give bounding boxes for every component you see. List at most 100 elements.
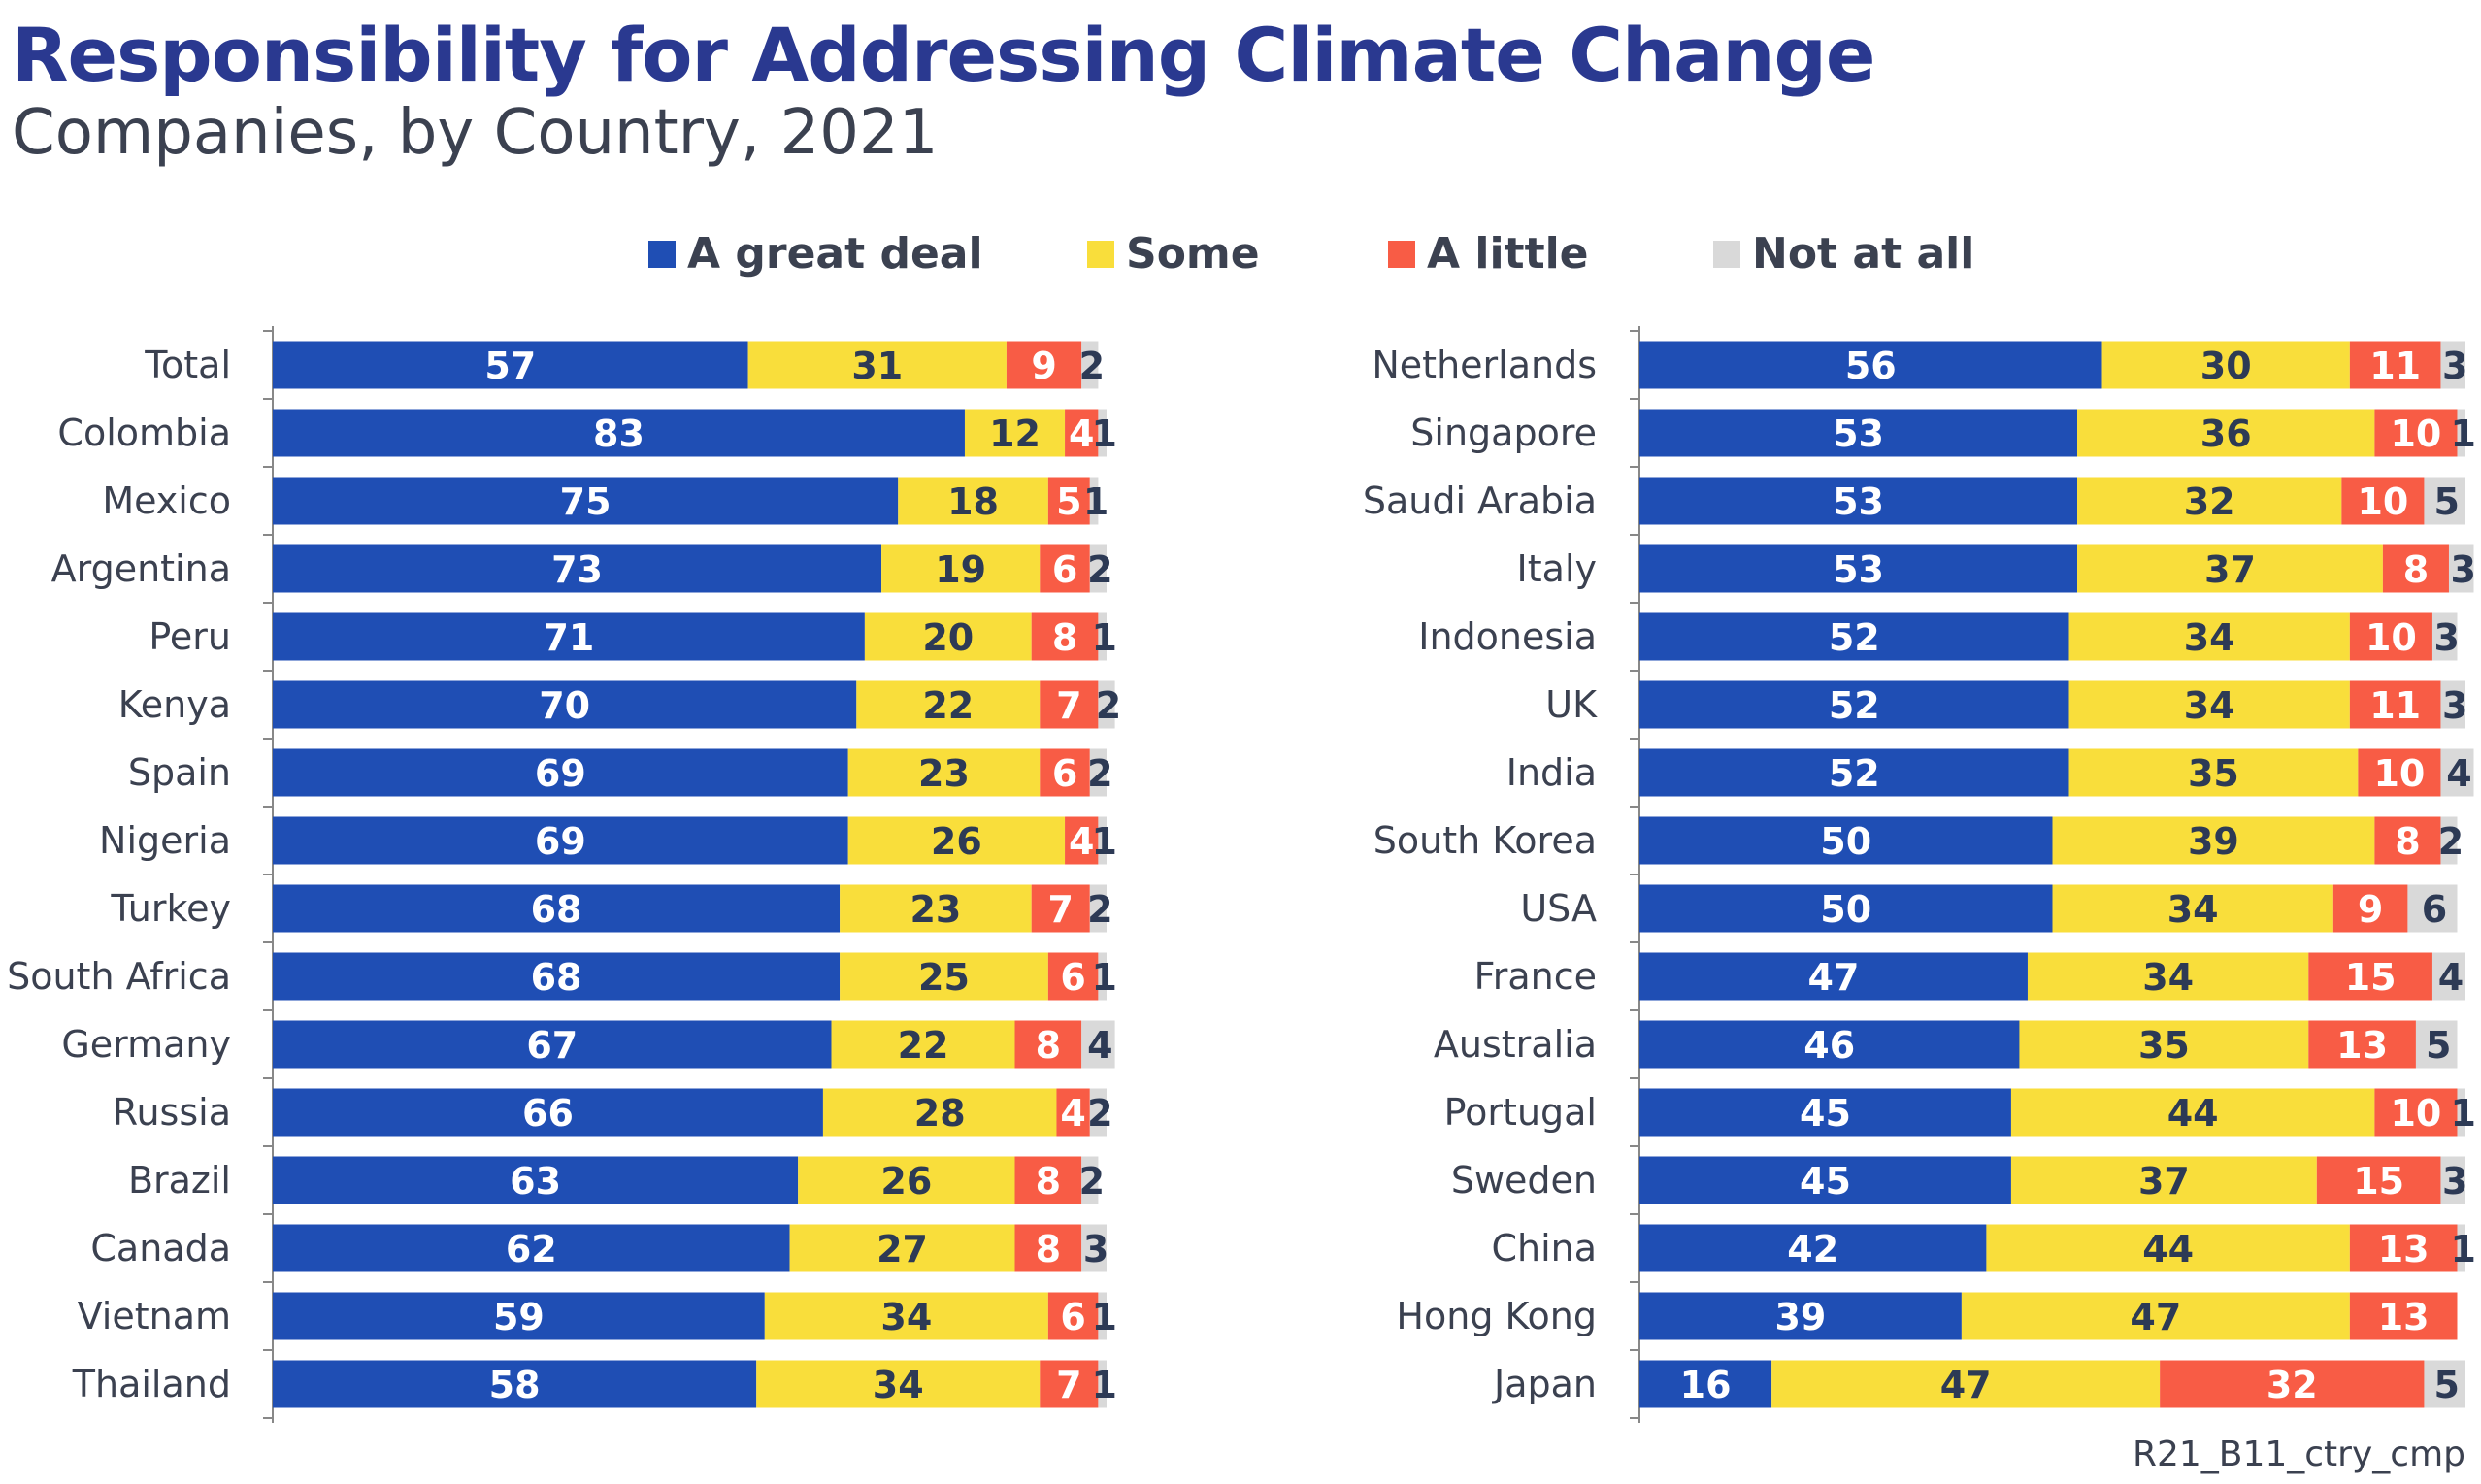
category-label: Argentina — [51, 547, 231, 590]
legend-swatch — [1388, 240, 1415, 268]
bar-segment — [1081, 1020, 1115, 1069]
data-label: 1 — [1091, 616, 1116, 659]
bar-segment — [273, 1088, 823, 1137]
bar-segment — [1081, 1156, 1099, 1204]
bar-segment — [831, 1020, 1015, 1069]
bar-segment — [2052, 884, 2333, 933]
category-label: USA — [1520, 887, 1597, 930]
category-label: Sweden — [1451, 1159, 1597, 1202]
category-label: Mexico — [102, 479, 231, 522]
bar-segment — [2424, 477, 2465, 525]
data-label: 6 — [2422, 888, 2447, 931]
bar-segment — [1639, 1156, 2011, 1204]
data-label: 13 — [2336, 1024, 2388, 1067]
bar-segment — [1089, 1088, 1107, 1137]
data-label: 3 — [2442, 684, 2467, 727]
legend-item: A great deal — [648, 229, 983, 279]
bar-segment — [1089, 748, 1107, 797]
data-label: 10 — [2390, 1092, 2441, 1135]
category-label: Brazil — [128, 1159, 231, 1202]
data-label: 52 — [1829, 752, 1880, 795]
bar-segment — [1089, 477, 1099, 525]
data-label: 42 — [1787, 1228, 1838, 1270]
data-label: 11 — [2369, 345, 2421, 387]
category-label: Russia — [113, 1091, 231, 1134]
data-label: 9 — [1031, 345, 1056, 387]
bar-segment — [273, 612, 865, 661]
bar-segment — [2349, 680, 2441, 729]
data-label: 58 — [489, 1364, 541, 1406]
bar-segment — [847, 748, 1041, 797]
bar-segment — [2440, 680, 2465, 729]
data-label: 10 — [2357, 480, 2408, 523]
bar-segment — [2308, 952, 2432, 1001]
bar-segment — [2358, 748, 2441, 797]
bar-segment — [1986, 1224, 2350, 1272]
data-label: 4 — [1069, 820, 1094, 863]
bar-segment — [1014, 1020, 1082, 1069]
bar-segment — [2457, 1224, 2465, 1272]
bar-segment — [273, 680, 857, 729]
data-label: 8 — [1036, 1024, 1061, 1067]
bar-segment — [2374, 409, 2458, 457]
data-label: 1 — [2451, 1228, 2476, 1270]
category-label: Colombia — [57, 412, 231, 454]
category-label: India — [1506, 751, 1597, 794]
data-label: 6 — [1060, 956, 1085, 999]
legend-item: Not at all — [1713, 229, 1974, 279]
bar-segment — [1047, 477, 1090, 525]
bar-segment — [1639, 748, 2069, 797]
chart-code: R21_B11_ctry_cmp — [2132, 1435, 2465, 1474]
data-label: 32 — [2184, 480, 2235, 523]
bar-segment — [756, 1360, 1041, 1408]
bar-segment — [2316, 1156, 2441, 1204]
bar-segment — [1771, 1360, 2161, 1408]
data-label: 70 — [539, 684, 590, 727]
bar-segment — [273, 816, 848, 865]
data-label: 1 — [2451, 412, 2476, 455]
legend-swatch — [648, 240, 676, 268]
bar-segment — [1014, 1156, 1082, 1204]
bar-segment — [2457, 409, 2465, 457]
data-label: 3 — [2442, 345, 2467, 387]
bar-segment — [1639, 341, 2102, 389]
data-label: 6 — [1060, 1296, 1085, 1338]
data-label: 4 — [1069, 412, 1094, 455]
bar-segment — [881, 544, 1041, 593]
bar-segment — [2349, 341, 2441, 389]
data-label: 26 — [880, 1160, 932, 1203]
bar-segment — [1639, 680, 2069, 729]
category-label: Indonesia — [1418, 615, 1597, 658]
data-label: 62 — [506, 1228, 557, 1270]
bar-segment — [2431, 612, 2458, 661]
bar-segment — [2440, 748, 2474, 797]
data-label: 2 — [1087, 888, 1112, 931]
bar-segment — [2341, 477, 2425, 525]
data-label: 53 — [1833, 548, 1884, 591]
chart-subtitle: Companies, by Country, 2021 — [12, 97, 939, 169]
data-label: 68 — [531, 956, 582, 999]
bar-segment — [747, 341, 1007, 389]
data-label: 5 — [2433, 1364, 2459, 1406]
data-label: 5 — [2426, 1024, 2451, 1067]
category-label: Hong Kong — [1396, 1295, 1597, 1337]
data-label: 1 — [1091, 1296, 1116, 1338]
bar-segment — [273, 544, 882, 593]
data-label: 8 — [1036, 1160, 1061, 1203]
bar-segment — [1098, 680, 1115, 729]
data-label: 47 — [1808, 956, 1860, 999]
bar-segment — [273, 1360, 757, 1408]
bar-segment — [764, 1292, 1048, 1340]
bar-segment — [1047, 952, 1099, 1001]
data-label: 6 — [1052, 548, 1077, 591]
legend-item: Some — [1087, 229, 1260, 279]
data-label: 39 — [1774, 1296, 1826, 1338]
bar-segment — [2308, 1020, 2416, 1069]
bar-segment — [273, 1224, 790, 1272]
data-label: 12 — [989, 412, 1041, 455]
data-label: 22 — [898, 1024, 949, 1067]
data-label: 28 — [914, 1092, 966, 1135]
bar-segment — [1056, 1088, 1090, 1137]
bar-segment — [1040, 748, 1090, 797]
data-label: 4 — [2438, 956, 2464, 999]
